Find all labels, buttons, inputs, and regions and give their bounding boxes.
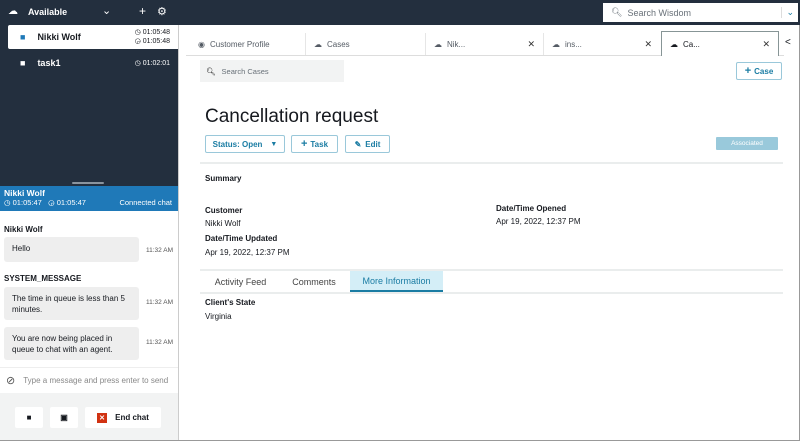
resize-handle[interactable] [0,180,178,186]
page-title: Cancellation request [205,106,379,127]
cloud-icon: ☁ [552,39,560,49]
chat-icon: ■ [20,32,26,42]
paperclip-icon[interactable]: ⊘ [6,375,16,387]
opened-value: Apr 19, 2022, 12:37 PM [496,217,581,226]
message-time: 11:32 AM [146,247,173,254]
contact-item-task1[interactable]: ■ task1 ◷ 01:02:01 [20,58,170,68]
message-time: 11:32 AM [146,299,173,306]
tab-activity-feed[interactable]: Activity Feed [214,276,267,287]
contact-item-nikki-wolf[interactable]: ■ Nikki Wolf ◷ 01:05:48 ◶ 01:05:48 [8,25,178,49]
cloud-icon: ☁ [670,39,678,49]
pencil-icon: ✎ [354,139,362,149]
summary-heading: Summary [205,174,242,183]
tab-customer-profile[interactable]: ◉ Customer Profile [198,39,270,49]
updated-label: Date/Time Updated [205,234,278,243]
chat-controls: ■ ▣ ✕ End chat [0,393,178,441]
close-icon[interactable]: ✕ [644,38,652,49]
quick-connect-button[interactable]: ▣ [50,407,78,428]
search-icon: 🔍︎ [206,66,216,76]
tab-nikki[interactable]: ☁ Nik... ✕ [425,33,543,55]
add-task-button[interactable]: + Task [291,135,338,153]
chat-message: You are now being placed in queue to cha… [4,327,139,360]
edit-button[interactable]: ✎ Edit [345,135,390,153]
share-icon[interactable]: < [785,37,791,48]
client-state-label: Client's State [205,298,256,307]
contact-list [0,25,178,182]
tab-ins[interactable]: ☁ ins... ✕ [543,33,660,55]
caret-down-icon: ▼ [270,140,278,148]
briefcase-icon: ■ [26,413,32,422]
chevron-down-icon[interactable]: ⌄ [781,7,794,18]
search-cases-input[interactable]: 🔍︎ Search Cases [200,60,344,82]
chat-message: The time in queue is less than 5 minutes… [4,287,139,320]
close-icon[interactable]: ✕ [762,38,770,49]
new-case-button[interactable]: + Case [736,62,782,80]
tab-comments[interactable]: Comments [292,276,336,287]
top-bar: ☁ Available ⌄ + ⚙ 🔍︎ Search Wisdom ⌄ [0,0,800,25]
status-dropdown[interactable]: Status: Open ▼ [205,135,285,153]
updated-value: Apr 19, 2022, 12:37 PM [205,248,290,257]
chat-header: Nikki Wolf ◷ 01:05:47 ◶ 01:05:47 Connect… [0,186,178,211]
sender-name: Nikki Wolf [4,225,43,234]
search-wisdom-input[interactable]: 🔍︎ Search Wisdom ⌄ [603,3,798,22]
opened-label: Date/Time Opened [496,204,567,213]
search-icon: 🔍︎ [611,7,623,17]
tab-more-information[interactable]: More Information [350,271,443,292]
user-icon: ◉ [198,39,205,49]
end-chat-icon: ✕ [97,412,108,423]
tab-case-active[interactable]: ☁ Ca... ✕ [661,31,779,56]
briefcase-icon: ■ [20,58,26,68]
gear-icon[interactable]: ⚙ [157,6,167,18]
chevron-down-icon[interactable]: ⌄ [102,5,112,17]
tab-cases[interactable]: ☁ Cases [305,33,425,55]
contact-book-icon: ▣ [60,413,68,422]
customer-label: Customer [205,206,243,215]
agent-status[interactable]: Available [28,7,68,17]
cloud-icon: ☁ [434,39,442,49]
close-icon[interactable]: ✕ [527,38,535,49]
task-button[interactable]: ■ [15,407,43,428]
message-time: 11:32 AM [146,339,173,346]
sender-name: SYSTEM_MESSAGE [4,274,82,283]
end-chat-button[interactable]: ✕ End chat [85,407,161,428]
plus-icon[interactable]: + [139,4,147,18]
client-state-value: Virginia [205,312,232,321]
customer-value: Nikki Wolf [205,219,241,228]
message-input[interactable]: ⊘ Type a message and press enter to send [0,367,178,393]
cloud-icon: ☁ [314,39,322,49]
cloud-icon: ☁ [8,6,18,17]
associated-badge: Associated [716,137,778,150]
chat-message: Hello [4,237,139,262]
